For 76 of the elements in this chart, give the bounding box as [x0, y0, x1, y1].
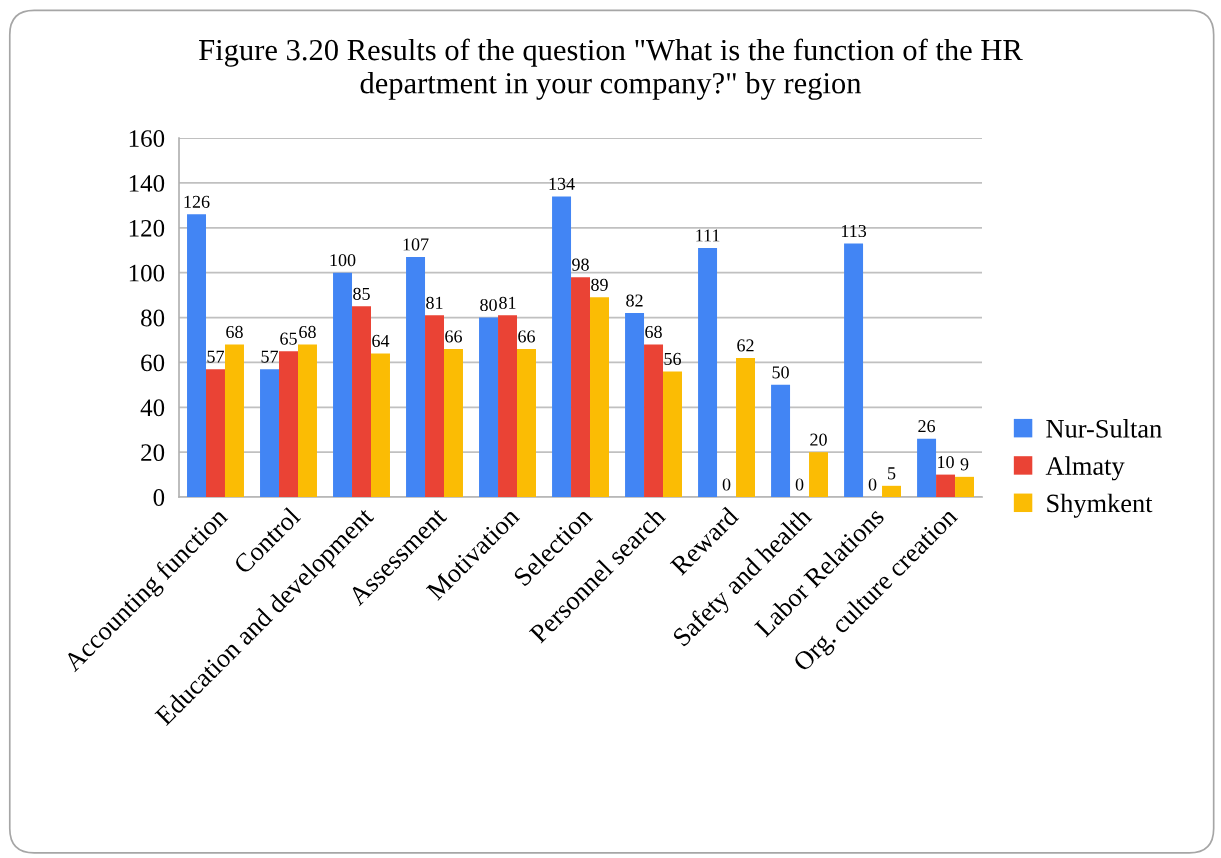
bar: [479, 317, 499, 498]
data-label: 111: [696, 229, 720, 242]
data-label: 68: [226, 325, 243, 339]
data-label: 0: [722, 478, 731, 491]
bar: [279, 351, 298, 498]
bar: [736, 357, 756, 498]
data-label: 85: [353, 287, 370, 300]
data-label: 66: [518, 330, 535, 343]
data-label: 107: [403, 238, 429, 251]
data-label: 9: [960, 458, 969, 471]
data-label: 64: [372, 334, 390, 347]
bar: [771, 384, 791, 498]
data-label: 68: [299, 325, 316, 339]
data-label: 81: [499, 296, 516, 309]
bar: [298, 344, 317, 498]
bar: [955, 476, 975, 498]
data-label: 113: [841, 224, 867, 238]
bar: [371, 353, 390, 498]
bar: [698, 247, 718, 498]
data-label: 62: [737, 339, 754, 352]
bar: [844, 243, 864, 498]
bar: [444, 348, 463, 498]
bar: [498, 315, 518, 498]
data-label: 26: [918, 420, 936, 433]
bar: [224, 344, 244, 498]
data-label: 0: [868, 478, 877, 491]
y-tick-label: 100: [129, 264, 165, 282]
data-label: 89: [591, 278, 608, 291]
bar: [206, 369, 225, 498]
legend-label: Shymkent: [1047, 493, 1153, 518]
data-label: 57: [207, 350, 225, 363]
legend-label: Nur-Sultan: [1046, 419, 1162, 438]
data-label: 10: [938, 455, 954, 469]
y-tick-label: 80: [141, 309, 165, 327]
bar: [625, 313, 645, 498]
data-label: 0: [795, 478, 804, 491]
bar: [425, 315, 445, 498]
bar: [917, 438, 937, 498]
data-label: 80: [480, 298, 497, 312]
data-label: 126: [184, 195, 210, 208]
y-tick-label: 140: [129, 174, 165, 192]
bar: [590, 297, 609, 498]
data-label: 56: [664, 352, 681, 365]
bar: [187, 214, 207, 498]
y-tick-label: 40: [140, 399, 165, 417]
data-label: 66: [445, 330, 462, 343]
data-label: 134: [549, 177, 575, 190]
data-label: 98: [572, 258, 589, 271]
data-label: 68: [645, 325, 662, 339]
y-tick-label: 60: [141, 354, 165, 372]
y-tick-label: 20: [141, 444, 165, 462]
y-tick-label: 120: [129, 219, 165, 237]
bar: [406, 256, 426, 498]
data-label: 82: [626, 294, 643, 307]
bar: [663, 371, 682, 498]
data-label: 20: [810, 433, 827, 446]
data-label: 100: [330, 254, 356, 267]
bar: [517, 348, 536, 498]
data-label: 50: [772, 366, 789, 379]
bar: [260, 369, 280, 498]
bar: [882, 485, 902, 498]
legend-label: Almaty: [1045, 456, 1125, 481]
bar: [644, 344, 664, 498]
bar: [571, 277, 591, 498]
bar: [936, 474, 956, 498]
bar: [333, 272, 353, 498]
y-tick-label: 160: [129, 130, 165, 147]
data-label: 57: [261, 350, 279, 363]
bar: [552, 196, 572, 498]
chart-title: Figure 3.20 Results of the question "What is the function of the HR department in your company?" by region: [199, 38, 1023, 100]
bar: [352, 306, 371, 498]
bar: [809, 452, 829, 498]
data-label: 81: [426, 296, 443, 309]
data-label: 65: [280, 332, 297, 345]
data-label: 5: [888, 467, 896, 480]
y-tick-label: 0: [153, 489, 165, 506]
